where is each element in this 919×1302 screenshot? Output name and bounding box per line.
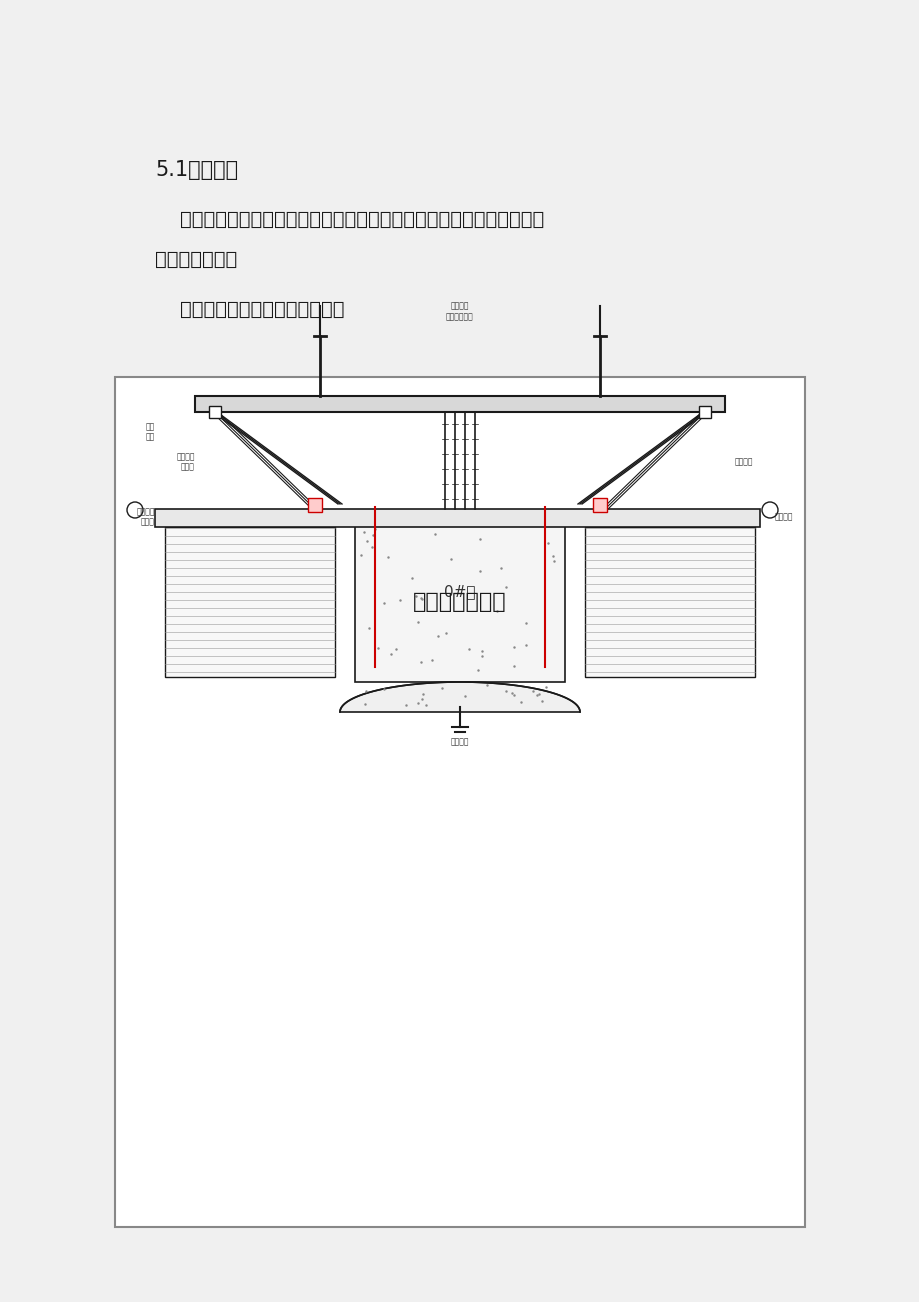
Circle shape	[761, 503, 777, 518]
Text: 5.1挂篮结构: 5.1挂篮结构	[154, 160, 238, 180]
Polygon shape	[340, 682, 579, 712]
Text: 底平台梁
行走轨: 底平台梁 行走轨	[136, 508, 154, 527]
Text: 菱形挂篮侧面图: 菱形挂篮侧面图	[413, 592, 506, 612]
Bar	[195, 396, 724, 411]
Text: 挂篮主要有主桁架、行走及锚固系统、吊带系统、底平台系统、模板系: 挂篮主要有主桁架、行走及锚固系统、吊带系统、底平台系统、模板系	[154, 210, 544, 229]
Text: 统共五部分组成: 统共五部分组成	[154, 250, 237, 270]
Text: 前端竖杆
前端及行走处: 前端竖杆 前端及行走处	[446, 302, 473, 322]
Text: 前端主桁
连接杆: 前端主桁 连接杆	[176, 452, 195, 471]
Text: 前平台梁: 前平台梁	[450, 737, 469, 746]
Bar	[308, 497, 322, 512]
Bar	[593, 497, 607, 512]
Bar	[115, 378, 804, 1226]
Text: 菱形挂篮结构形式如下图所示：: 菱形挂篮结构形式如下图所示：	[154, 299, 344, 319]
Bar	[154, 509, 759, 527]
Text: 0#块: 0#块	[444, 585, 475, 599]
Bar	[209, 406, 221, 418]
Bar	[698, 406, 710, 418]
Bar	[355, 522, 564, 682]
Circle shape	[127, 503, 142, 518]
Bar	[165, 527, 335, 677]
Bar	[584, 527, 754, 677]
Text: 纵梁
横梁: 纵梁 横梁	[145, 422, 154, 441]
Text: 后锚螺杆: 后锚螺杆	[734, 457, 753, 466]
Text: 底平台梁: 底平台梁	[774, 513, 792, 522]
